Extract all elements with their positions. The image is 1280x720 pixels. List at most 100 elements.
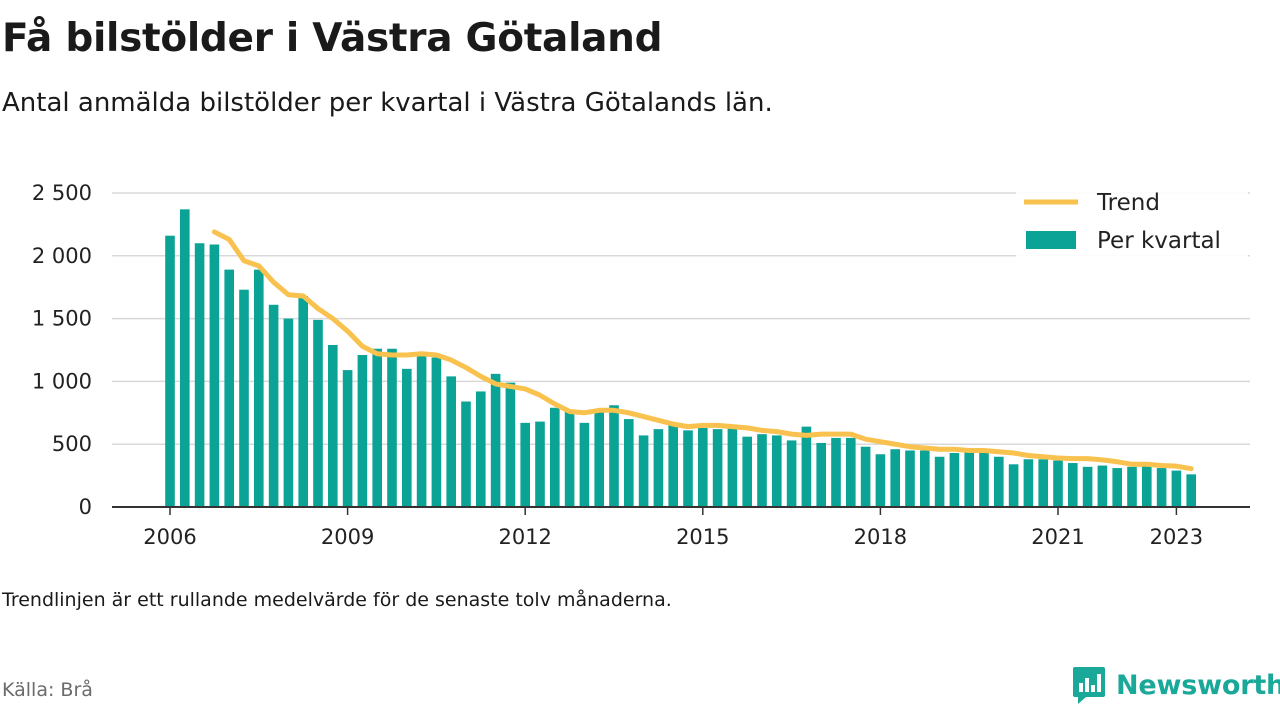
chart-subtitle: Antal anmälda bilstölder per kvartal i V… — [2, 88, 773, 118]
bar — [1142, 465, 1152, 507]
bar — [224, 269, 234, 507]
x-tick-label: 2023 — [1150, 525, 1203, 549]
bar — [890, 449, 900, 507]
x-tick-label: 2006 — [143, 525, 196, 549]
newsworthy-logo-icon — [1073, 667, 1105, 704]
bar — [1186, 474, 1196, 507]
bar — [683, 430, 693, 507]
bar — [387, 348, 397, 507]
bar-chart: 0 500 1 000 1 500 2 000 2 500 2006 2009 2012 201… — [32, 181, 1250, 549]
bar — [772, 435, 782, 507]
chart-title: Få bilstölder i Västra Götaland — [2, 16, 663, 61]
bar — [579, 422, 590, 507]
bar — [1023, 459, 1034, 507]
bar — [816, 442, 826, 507]
bar — [254, 269, 264, 507]
bar — [994, 456, 1004, 507]
bar — [1082, 466, 1093, 507]
bar — [831, 437, 841, 507]
bar — [1097, 465, 1108, 507]
bar — [283, 318, 294, 507]
y-tick-label: 1 000 — [32, 369, 92, 393]
bar — [239, 289, 249, 507]
bar — [757, 434, 767, 507]
bar — [564, 410, 575, 507]
trend-line-group — [211, 229, 1194, 472]
trend-line — [211, 229, 1194, 472]
bar — [402, 368, 412, 507]
y-tick-label: 2 000 — [32, 244, 92, 268]
bar — [727, 427, 738, 507]
bar — [920, 450, 930, 507]
bar — [712, 429, 723, 507]
bar — [609, 405, 619, 507]
bar — [476, 391, 486, 507]
bar — [949, 452, 960, 507]
bar — [416, 353, 427, 507]
bar — [742, 436, 752, 507]
x-axis: 2006 2009 2012 2015 2018 2021 2023 — [112, 506, 1250, 549]
legend: Trend Per kvartal — [1016, 186, 1248, 258]
bar — [446, 376, 456, 507]
bar — [550, 407, 560, 507]
bar — [490, 373, 501, 507]
bar — [934, 456, 945, 507]
bar — [342, 370, 353, 507]
bar — [1038, 459, 1048, 507]
x-tick-label: 2021 — [1031, 525, 1084, 549]
bars-per-kvartal — [165, 209, 1196, 508]
bar — [801, 426, 812, 507]
y-tick-label: 500 — [52, 432, 92, 456]
bar — [461, 401, 471, 507]
bar — [1112, 468, 1122, 507]
bar — [1171, 470, 1182, 507]
bar — [165, 235, 175, 507]
bar — [535, 421, 545, 507]
bar — [209, 244, 220, 507]
bar — [298, 295, 308, 507]
bar — [786, 440, 797, 507]
bar — [431, 357, 442, 507]
bar — [1127, 466, 1137, 507]
x-tick-label: 2015 — [676, 525, 729, 549]
bar — [624, 419, 634, 507]
legend-trend-label: Trend — [1096, 190, 1160, 216]
bar — [328, 344, 338, 507]
bar — [668, 422, 678, 507]
bar — [846, 437, 856, 507]
bar — [875, 454, 886, 507]
bar — [1068, 463, 1078, 507]
y-tick-label: 0 — [79, 495, 92, 519]
x-tick-label: 2009 — [321, 525, 374, 549]
footnote: Trendlinjen är ett rullande medelvärde f… — [2, 589, 672, 611]
bar — [268, 304, 279, 507]
y-tick-label: 1 500 — [32, 307, 92, 331]
bar — [653, 429, 664, 507]
bar — [905, 450, 915, 507]
bar — [357, 355, 368, 507]
bar — [698, 427, 708, 507]
bar — [1008, 464, 1019, 507]
bar — [1156, 468, 1167, 507]
bar — [372, 348, 382, 507]
bar — [964, 449, 974, 507]
bar — [194, 243, 205, 508]
brand-name: Newsworthy — [1116, 669, 1280, 701]
bar — [594, 410, 604, 507]
y-axis-ticks: 0 500 1 000 1 500 2 000 2 500 — [32, 181, 92, 519]
legend-bar-swatch — [1026, 231, 1076, 249]
bar — [313, 319, 323, 507]
bar — [860, 446, 871, 507]
bar — [505, 382, 516, 507]
newsworthy-brand[interactable]: Newsworthy — [1072, 664, 1280, 706]
bar — [979, 452, 989, 507]
source-label: Källa: Brå — [2, 679, 93, 701]
x-tick-label: 2018 — [854, 525, 907, 549]
bar — [180, 209, 190, 507]
legend-bar-label: Per kvartal — [1097, 228, 1221, 254]
y-tick-label: 2 500 — [32, 181, 92, 205]
bar — [520, 422, 530, 507]
x-tick-label: 2012 — [498, 525, 551, 549]
bar — [1053, 460, 1063, 507]
bar — [638, 435, 649, 507]
